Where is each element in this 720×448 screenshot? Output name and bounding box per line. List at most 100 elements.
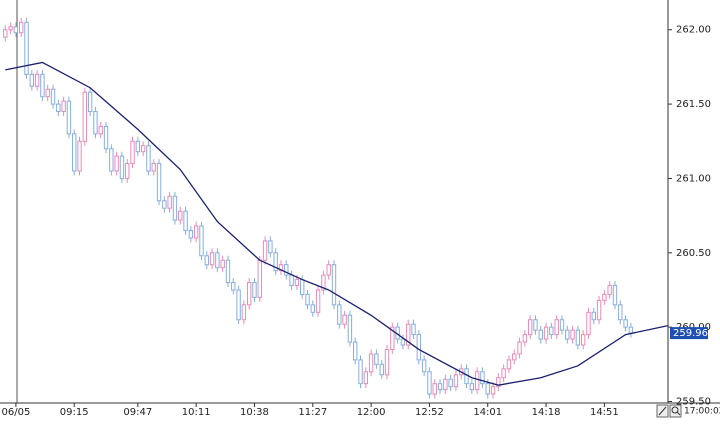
- candle-body: [268, 240, 273, 254]
- candle-body: [146, 145, 151, 172]
- candle-body: [310, 304, 315, 313]
- candle-body: [34, 73, 40, 87]
- candle-body: [607, 285, 612, 295]
- candle-body: [363, 371, 369, 385]
- candle-body: [358, 359, 363, 385]
- candle-body: [98, 125, 103, 135]
- x-tick-label: 10:11: [182, 407, 211, 418]
- candle-body: [591, 311, 596, 321]
- candle-body: [469, 383, 475, 391]
- moving-average: [5, 61, 669, 386]
- candle-body: [220, 259, 225, 269]
- candle-body: [421, 359, 427, 373]
- candle-body: [596, 299, 602, 321]
- candle-body: [82, 91, 88, 142]
- candle-body: [231, 282, 236, 291]
- candle-body: [337, 304, 342, 325]
- candle-body: [480, 371, 485, 385]
- candle-body: [321, 274, 326, 291]
- candle-body: [225, 259, 231, 284]
- candle-body: [183, 210, 188, 231]
- candle-body: [151, 163, 156, 172]
- y-tick-label: 261.50: [676, 99, 711, 110]
- candle-body: [130, 140, 135, 165]
- candle-body: [474, 371, 480, 391]
- candle-body: [602, 293, 607, 301]
- candle-body: [437, 383, 443, 391]
- y-tick-label: 262.00: [676, 25, 711, 36]
- candle-body: [390, 326, 395, 350]
- candle-body: [522, 334, 528, 343]
- candle-body: [406, 323, 411, 346]
- candle-body: [490, 386, 496, 395]
- candle-body: [384, 348, 390, 376]
- candle-body: [416, 334, 422, 361]
- candle-body: [167, 195, 172, 209]
- candle-body: [45, 88, 50, 98]
- clock: 17:00:02: [684, 407, 720, 417]
- candle-body: [623, 319, 628, 328]
- candle-body: [543, 326, 549, 340]
- candle-body: [188, 229, 194, 239]
- candle-body: [612, 285, 618, 306]
- candle-body: [496, 377, 501, 388]
- candle-body: [56, 103, 61, 113]
- candle-body: [262, 240, 268, 261]
- candle-body: [61, 100, 66, 113]
- candle-body: [580, 334, 586, 346]
- candle-body: [326, 264, 331, 276]
- candle-body: [93, 111, 98, 135]
- candle-body: [257, 259, 262, 298]
- candle-body: [278, 264, 284, 272]
- x-tick-label: 09:47: [123, 407, 152, 418]
- candle-body: [246, 282, 252, 306]
- zoom-icon: [671, 406, 679, 414]
- candle-body: [72, 133, 77, 172]
- candle-body: [236, 289, 241, 321]
- last-price-box: [670, 327, 708, 340]
- candle-body: [8, 26, 13, 31]
- candle-body: [554, 319, 559, 336]
- candle-body: [374, 353, 379, 365]
- candle-body: [29, 73, 35, 87]
- candle-body: [549, 326, 554, 336]
- candle-body: [119, 155, 125, 179]
- candle-body: [289, 274, 294, 287]
- last-price-label: 259.96: [673, 328, 708, 339]
- candle-body: [299, 279, 305, 295]
- candle-body: [13, 26, 19, 34]
- candle-body: [215, 252, 220, 269]
- candle-body: [77, 140, 82, 172]
- candle-body: [427, 371, 432, 395]
- x-tick-label: 14:01: [473, 407, 502, 418]
- x-tick-label: 12:00: [357, 407, 386, 418]
- x-tick-label: 09:15: [60, 407, 89, 418]
- candle-body: [50, 88, 56, 105]
- candle-body: [432, 383, 437, 395]
- candle-body: [628, 326, 634, 334]
- candle-body: [342, 314, 347, 325]
- candle-body: [284, 264, 289, 276]
- candle-body: [501, 368, 506, 379]
- toolbar: [656, 404, 682, 418]
- candle-body: [565, 329, 570, 340]
- candle-body: [618, 304, 623, 321]
- candle-body: [533, 319, 538, 331]
- candle-body: [379, 363, 384, 376]
- candle-body: [586, 311, 591, 336]
- candle-body: [506, 359, 512, 370]
- candle-body: [193, 225, 199, 239]
- candle-body: [400, 338, 406, 346]
- candle-body: [273, 252, 278, 272]
- candle-body: [315, 289, 321, 313]
- candle-body: [3, 29, 8, 38]
- zoom-button[interactable]: [669, 404, 682, 418]
- candle-body: [172, 195, 178, 221]
- y-tick-label: 259.50: [676, 397, 711, 408]
- candle-body: [305, 293, 310, 306]
- candle-body: [162, 200, 167, 209]
- candle-body: [252, 282, 257, 298]
- x-tick-label: 12:52: [415, 407, 444, 418]
- candle-body: [485, 383, 490, 395]
- y-tick-label: 260.50: [676, 248, 711, 259]
